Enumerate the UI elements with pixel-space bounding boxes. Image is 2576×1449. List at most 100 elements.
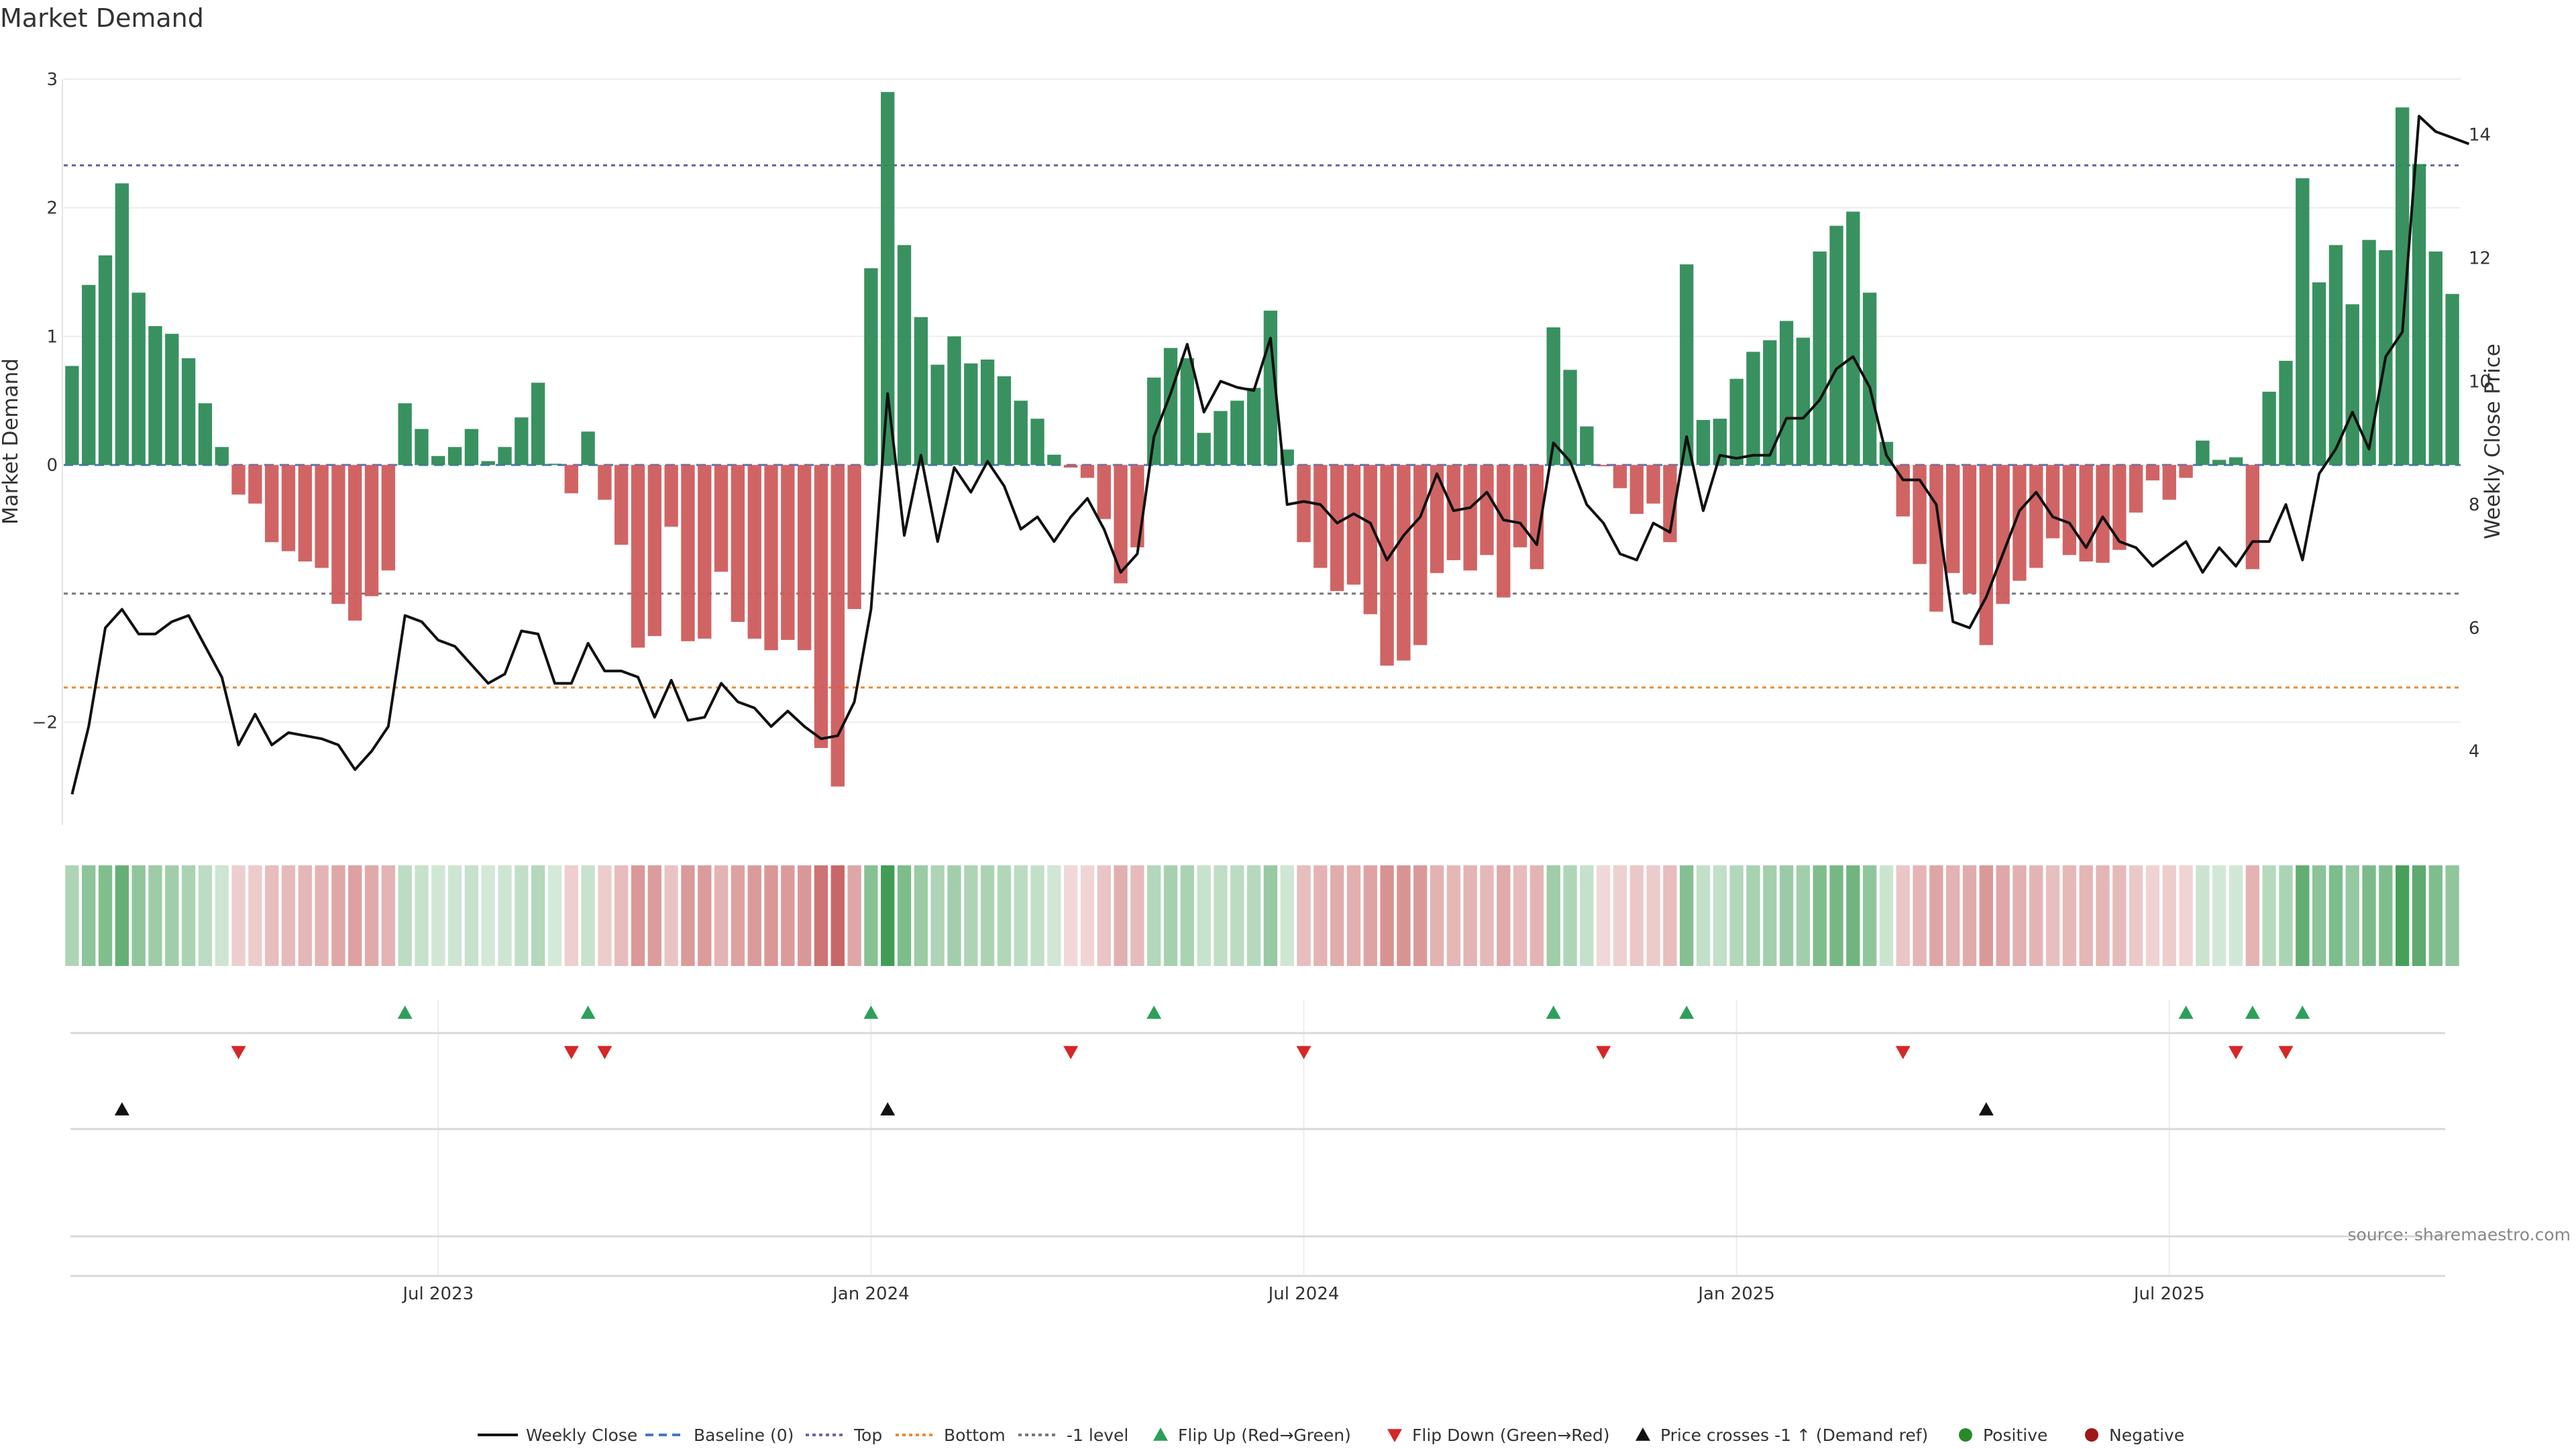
demand-strip-cell: [2229, 865, 2243, 966]
demand-bar: [764, 465, 778, 651]
demand-bar: [1713, 419, 1727, 466]
y2-tick-label: 14: [2469, 125, 2491, 146]
chart-title: Market Demand: [0, 3, 204, 33]
demand-strip-cell: [1313, 865, 1328, 966]
demand-strip-cell: [248, 865, 262, 966]
demand-bar: [464, 429, 479, 466]
demand-bar: [298, 465, 312, 561]
demand-bar: [2395, 107, 2410, 466]
demand-bar: [1030, 419, 1044, 466]
demand-bar: [2096, 465, 2110, 563]
demand-bar: [1763, 340, 1777, 466]
price-cross-marker: [880, 1102, 896, 1116]
demand-strip-cell: [881, 865, 895, 966]
demand-bar: [2045, 465, 2060, 539]
demand-strip-cell: [1397, 865, 1411, 966]
demand-strip-cell: [1413, 865, 1428, 966]
demand-strip-cell: [315, 865, 329, 966]
demand-strip-cell: [997, 865, 1012, 966]
demand-bar: [2212, 460, 2226, 466]
flip-up-marker: [397, 1006, 413, 1019]
demand-strip-cell: [2262, 865, 2276, 966]
demand-bar: [1979, 465, 1994, 645]
demand-strip-cell: [781, 865, 795, 966]
demand-strip-cell: [614, 865, 629, 966]
demand-strip-cell: [1080, 865, 1095, 966]
demand-bar: [1497, 465, 1511, 598]
demand-strip-cell: [914, 865, 928, 966]
demand-bar: [681, 465, 695, 641]
demand-bar: [698, 465, 712, 639]
demand-bar: [1197, 433, 1211, 466]
demand-bar: [731, 465, 745, 623]
demand-bar: [581, 431, 595, 466]
demand-bar: [2079, 465, 2093, 561]
demand-bar: [847, 465, 861, 609]
demand-bar: [1996, 465, 2010, 604]
flip-down-marker: [1063, 1046, 1079, 1059]
demand-strip-cell: [415, 865, 429, 966]
legend-label: Price crosses -1 ↑ (Demand ref): [1660, 1426, 1928, 1445]
y2-tick-label: 8: [2469, 495, 2480, 515]
y2-tick-label: 6: [2469, 619, 2480, 639]
flip-up-marker: [1679, 1006, 1695, 1019]
demand-strip-cell: [115, 865, 129, 966]
flip-up-marker: [2245, 1006, 2260, 1019]
demand-strip-cell: [1014, 865, 1028, 966]
demand-strip-cell: [664, 865, 678, 966]
demand-strip-cell: [1097, 865, 1111, 966]
demand-bar: [897, 245, 912, 466]
demand-bar: [1913, 465, 1927, 564]
flip-up-marker: [2178, 1006, 2194, 1019]
demand-bar: [647, 465, 662, 637]
demand-strip-cell: [364, 865, 379, 966]
demand-strip-cell: [1047, 865, 1061, 966]
demand-strip-cell: [1763, 865, 1777, 966]
demand-strip-cell: [1879, 865, 1894, 966]
demand-bar: [1829, 225, 1843, 466]
demand-strip-cell: [864, 865, 878, 966]
x-tick-label: Jan 2024: [831, 1284, 910, 1304]
demand-strip-cell: [1330, 865, 1344, 966]
demand-bar: [2145, 465, 2160, 481]
demand-strip-cell: [348, 865, 362, 966]
demand-strip-cell: [464, 865, 479, 966]
demand-bar: [1130, 465, 1144, 547]
demand-bar: [264, 465, 279, 543]
demand-bar: [531, 382, 545, 466]
demand-strip-cell: [82, 865, 96, 966]
demand-strip-cell: [1829, 865, 1843, 966]
demand-strip-cell: [2062, 865, 2077, 966]
demand-strip-cell: [165, 865, 179, 966]
demand-bar: [1163, 347, 1178, 466]
demand-strip-cell: [381, 865, 396, 966]
flip-down-marker: [564, 1046, 579, 1059]
event-markers: [114, 1006, 2310, 1116]
x-tick-label: Jul 2024: [1267, 1284, 1340, 1304]
demand-strip-cell: [398, 865, 412, 966]
demand-strip-cell: [1946, 865, 1960, 966]
demand-bar: [348, 465, 362, 621]
flip-up-marker: [580, 1006, 596, 1019]
demand-bar: [2445, 294, 2459, 466]
demand-strip-cell: [1629, 865, 1644, 966]
demand-strip-cell: [564, 865, 578, 966]
demand-bar: [1363, 465, 1377, 614]
demand-strip-cell: [1280, 865, 1294, 966]
y2-axis-label: Weekly Close Price: [2481, 343, 2505, 539]
demand-strip-cell: [2012, 865, 2027, 966]
demand-bar: [1063, 465, 1078, 468]
legend-label: Negative: [2109, 1426, 2184, 1445]
demand-strip-cell: [1230, 865, 1244, 966]
demand-strip-cell: [814, 865, 828, 966]
flip-up-marker: [863, 1006, 879, 1019]
demand-strip-cell: [1163, 865, 1178, 966]
demand-bar: [1629, 465, 1644, 515]
demand-bar: [181, 358, 196, 466]
demand-bar: [1846, 211, 1860, 466]
demand-strip-cell: [547, 865, 562, 966]
demand-strip-cell: [847, 865, 861, 966]
demand-bar: [2296, 178, 2310, 466]
demand-bar: [215, 447, 229, 466]
